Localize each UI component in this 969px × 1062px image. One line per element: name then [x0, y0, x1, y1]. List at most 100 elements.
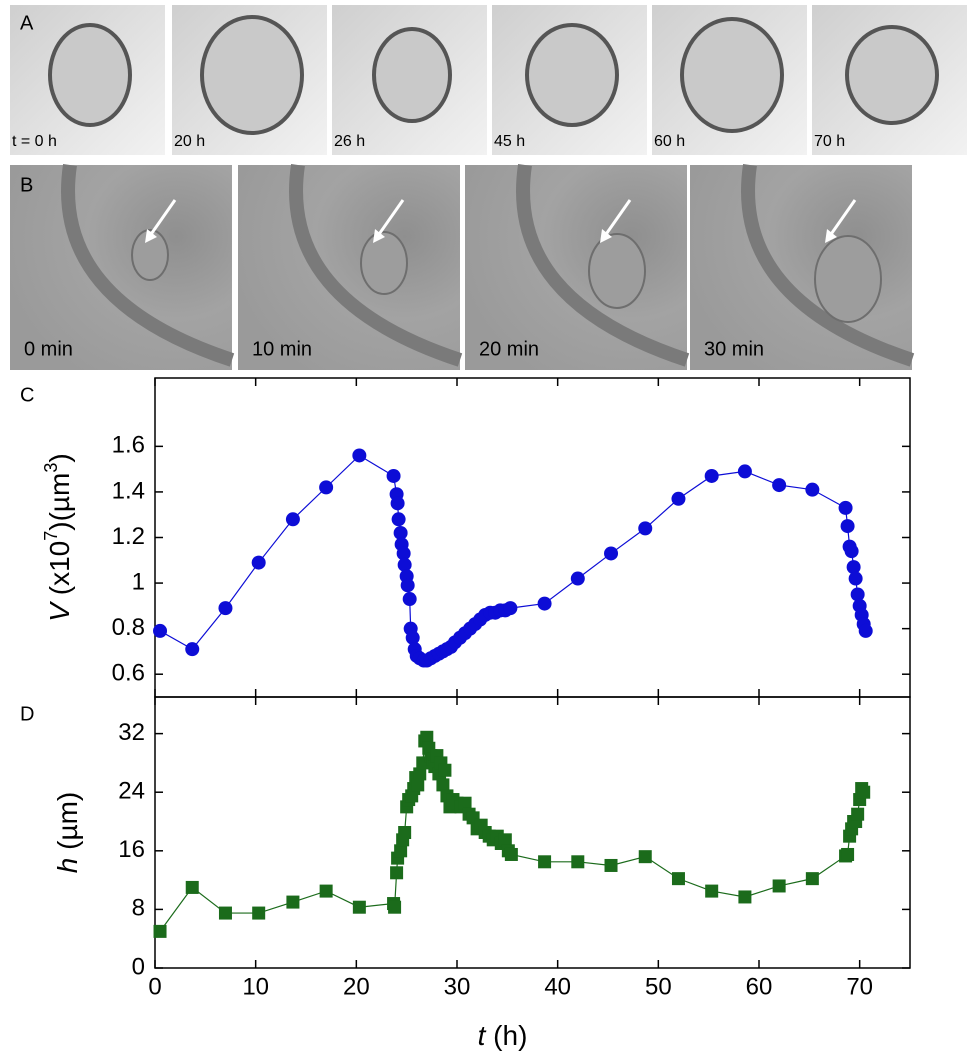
y-axis-label-part: h: [52, 858, 83, 874]
data-point: [537, 596, 552, 611]
cell-edge: [61, 163, 235, 367]
data-point: [671, 491, 686, 506]
y-tick-label: 0: [132, 953, 145, 980]
y-axis-label-part: 7: [41, 531, 61, 541]
time-label: 45 h: [494, 133, 525, 150]
data-point: [604, 546, 619, 561]
embryo: [48, 23, 132, 127]
x-tick-label: 0: [148, 973, 161, 1000]
data-point: [218, 601, 233, 616]
data-point: [538, 855, 552, 869]
data-point: [185, 880, 199, 894]
y-axis-label-part: 3: [41, 463, 61, 473]
data-point: [400, 578, 415, 593]
data-point: [390, 496, 405, 511]
data-point: [498, 833, 512, 847]
time-label: 20 h: [174, 133, 205, 150]
time-label: 26 h: [334, 133, 365, 150]
cell-edge: [289, 163, 463, 367]
panel-label: C: [20, 384, 34, 406]
data-point: [846, 560, 861, 575]
data-point: [218, 906, 232, 920]
data-point: [504, 847, 518, 861]
data-point: [705, 884, 719, 898]
panel-label: B: [20, 174, 33, 196]
y-tick-label: 24: [118, 778, 145, 805]
data-point: [805, 482, 820, 497]
vesicle: [814, 235, 882, 323]
y-tick-label: 1.6: [112, 432, 145, 459]
y-tick-label: 0.6: [112, 660, 145, 687]
series-line: [159, 454, 867, 662]
y-axis-label: h (µm): [52, 792, 83, 873]
x-tick-label: 70: [846, 973, 873, 1000]
time-label: 20 min: [479, 338, 539, 360]
y-axis-label-part: (x10: [44, 541, 75, 603]
time-label: 0 min: [24, 338, 73, 360]
data-point: [841, 847, 855, 861]
data-point: [252, 906, 266, 920]
plot-frame: [154, 377, 911, 698]
data-point: [251, 555, 266, 570]
y-tick-label: 32: [118, 719, 145, 746]
data-point: [772, 478, 787, 493]
y-tick-label: 0.8: [112, 614, 145, 641]
y-axis-label-part: V: [44, 601, 75, 622]
arrowhead: [600, 229, 612, 243]
data-point: [738, 890, 752, 904]
data-point: [286, 895, 300, 909]
data-point: [394, 844, 408, 858]
data-point: [402, 592, 417, 607]
time-label: 60 h: [654, 133, 685, 150]
x-tick-label: 10: [242, 973, 269, 1000]
data-point: [850, 587, 865, 602]
data-point: [438, 763, 452, 777]
x-axis-label-part: (h): [485, 1020, 527, 1051]
data-point: [396, 546, 411, 561]
data-point: [844, 544, 859, 559]
y-axis-label-part: )(µm: [44, 473, 75, 531]
data-point: [388, 900, 402, 914]
data-point: [704, 468, 719, 483]
series-line: [159, 735, 865, 932]
data-point: [851, 807, 865, 821]
panel-label: D: [20, 703, 34, 725]
data-point: [390, 866, 404, 880]
data-point: [185, 642, 200, 657]
data-point: [153, 623, 168, 638]
data-point: [638, 850, 652, 864]
cell-edge: [741, 163, 915, 367]
embryo: [372, 27, 452, 123]
panel-label: A: [20, 12, 34, 34]
x-tick-label: 50: [645, 973, 672, 1000]
x-axis-label-part: t: [478, 1020, 487, 1051]
data-point: [805, 872, 819, 886]
arrowhead: [825, 229, 837, 243]
photo: [10, 165, 232, 370]
data-point: [737, 464, 752, 479]
data-point: [838, 500, 853, 515]
time-label: t = 0 h: [12, 133, 57, 150]
data-point: [436, 778, 450, 792]
embryo: [525, 23, 619, 127]
embryo: [845, 25, 939, 125]
data-point: [503, 601, 518, 616]
data-point: [671, 872, 685, 886]
y-tick-label: 1: [132, 568, 145, 595]
data-point: [857, 785, 871, 799]
data-point: [391, 512, 406, 527]
time-label: 30 min: [704, 338, 764, 360]
data-point: [153, 924, 167, 938]
x-tick-label: 20: [343, 973, 370, 1000]
data-point: [352, 448, 367, 463]
photo: [465, 165, 687, 370]
y-tick-label: 8: [132, 895, 145, 922]
y-axis-label-part: (µm): [52, 792, 83, 858]
data-point: [405, 630, 420, 645]
y-axis-label: V (x107)(µm3): [41, 453, 76, 621]
embryo: [200, 15, 304, 135]
y-axis-label-part: ): [44, 453, 75, 462]
data-point: [638, 521, 653, 536]
data-point: [840, 519, 855, 534]
